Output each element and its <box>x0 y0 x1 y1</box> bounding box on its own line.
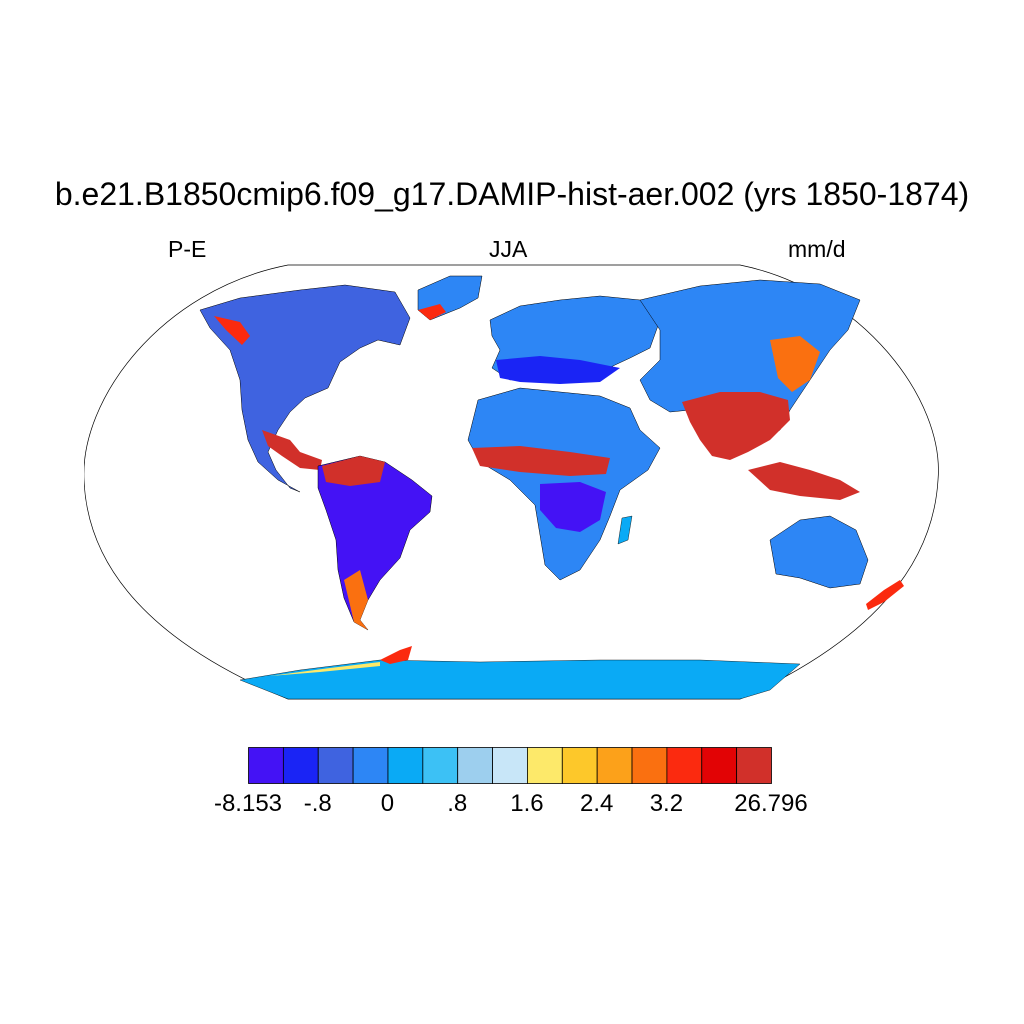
colorbar-label: 3.2 <box>649 790 684 817</box>
colorbar-swatch <box>561 747 598 784</box>
colorbar-swatch <box>492 747 528 784</box>
mediterranean-region <box>496 356 620 384</box>
central-america <box>262 430 322 470</box>
sa-north-band <box>322 456 385 486</box>
east-asia-coast <box>770 336 820 392</box>
colorbar-swatch <box>317 747 354 784</box>
colorbar-label: 26.796 <box>734 790 808 817</box>
congo-basin <box>540 482 606 532</box>
colorbar-swatch <box>457 747 493 784</box>
new-zealand <box>866 580 904 610</box>
antarctic-peninsula <box>380 646 412 664</box>
colorbar-label: 1.6 <box>510 790 544 817</box>
colorbar-label: 0 <box>380 790 395 817</box>
colorbar-swatch <box>248 747 284 784</box>
colorbar <box>248 747 772 784</box>
colorbar-swatch <box>387 747 424 784</box>
season-label: JJA <box>489 236 528 262</box>
colorbar-swatch <box>527 747 563 784</box>
antarctica <box>239 659 801 700</box>
colorbar-swatch <box>736 747 772 784</box>
colorbar-swatch <box>596 747 633 784</box>
variable-label: P-E <box>168 236 207 262</box>
southeast-asia-islands <box>748 462 860 500</box>
australia <box>769 515 869 589</box>
colorbar-swatch <box>422 747 459 784</box>
plot-title: b.e21.B1850cmip6.f09_g17.DAMIP-hist-aer.… <box>54 176 970 212</box>
units-label: mm/d <box>788 236 846 262</box>
world-map <box>84 264 939 700</box>
colorbar-swatch <box>631 747 668 784</box>
colorbar-swatch <box>701 747 738 784</box>
sa-south <box>344 570 368 630</box>
colorbar-label: 2.4 <box>579 790 614 817</box>
south-asia-monsoon <box>682 392 790 460</box>
north-america <box>199 284 411 493</box>
colorbar-swatch <box>282 747 319 784</box>
colorbar-swatch <box>666 747 703 784</box>
sahel-band <box>472 446 610 476</box>
antarctic-coast <box>270 662 380 676</box>
madagascar <box>617 515 633 545</box>
greenland-coast <box>418 304 446 320</box>
colorbar-label: .8 <box>447 790 468 817</box>
na-west-coast <box>214 316 250 345</box>
colorbar-swatch <box>352 747 389 784</box>
colorbar-label: -.8 <box>303 790 332 817</box>
colorbar-label: -8.153 <box>213 790 283 817</box>
